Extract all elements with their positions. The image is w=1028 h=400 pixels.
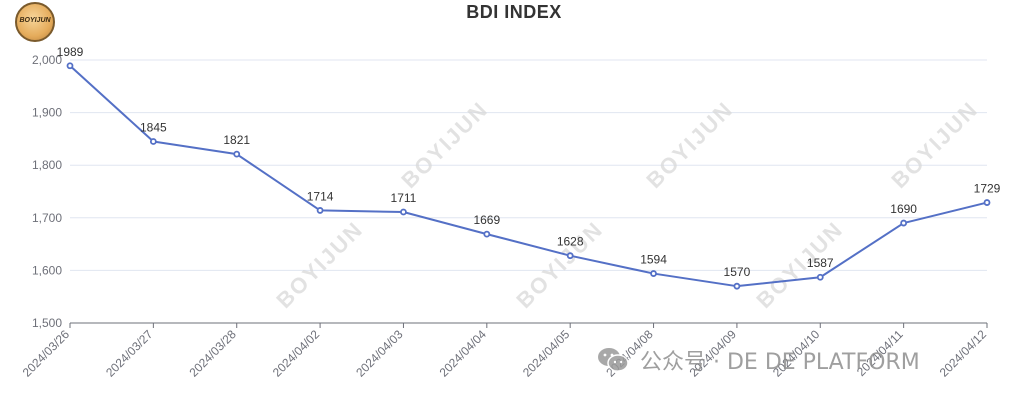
data-point (66, 62, 74, 70)
watermark-text: BOYIJUN (641, 96, 738, 193)
data-label: 1711 (391, 191, 417, 205)
data-point (483, 230, 491, 238)
x-tick-label: 2024/04/05 (520, 327, 573, 380)
wechat-icon (598, 348, 629, 372)
y-tick-label: 1,700 (32, 211, 62, 225)
y-tick-label: 1,900 (32, 106, 62, 120)
data-label: 1628 (557, 235, 584, 249)
y-tick-label: 1,800 (32, 158, 62, 172)
data-point (149, 138, 157, 145)
data-label: 1989 (57, 45, 84, 59)
data-point (650, 270, 657, 277)
data-point (733, 282, 741, 290)
chart-title: BDI INDEX (466, 2, 562, 22)
data-label: 1821 (223, 133, 250, 147)
x-tick-label: 2024/03/26 (20, 327, 73, 380)
logo-text: BOYIJUN (19, 17, 51, 24)
watermark-text: BOYIJUN (271, 216, 368, 313)
data-label: 1845 (140, 121, 167, 135)
x-tick-label: 2024/04/04 (437, 327, 490, 380)
y-tick-label: 1,500 (32, 316, 62, 330)
data-point (816, 273, 824, 281)
data-point (233, 150, 241, 158)
data-label: 1669 (473, 213, 500, 227)
y-tick-label: 1,600 (32, 263, 62, 277)
boyijun-logo: BOYIJUN (15, 2, 55, 42)
data-label: 1594 (640, 253, 667, 267)
data-point (400, 208, 407, 216)
data-point (566, 252, 574, 260)
footer-text: 公众号 · DE DE PLATFORM (640, 350, 920, 375)
y-tick-label: 2,000 (32, 53, 62, 67)
x-tick-label: 2024/04/03 (353, 327, 406, 380)
footer-watermark: 公众号 · DE DE PLATFORM (596, 340, 1016, 380)
data-label: 1714 (307, 189, 334, 203)
x-tick-label: 2024/03/27 (103, 327, 156, 380)
data-label: 1690 (890, 202, 917, 216)
data-point (900, 219, 908, 227)
data-label: 1587 (807, 256, 834, 270)
watermark-text: BOYIJUN (396, 96, 493, 193)
watermark-text: BOYIJUN (511, 216, 608, 313)
data-label: 1570 (724, 265, 751, 279)
x-tick-label: 2024/04/02 (270, 327, 323, 380)
watermark-text: BOYIJUN (886, 96, 983, 193)
data-point (983, 199, 991, 206)
data-point (316, 207, 324, 214)
data-label: 1729 (974, 182, 1001, 196)
x-tick-label: 2024/03/28 (186, 327, 239, 380)
series-line (69, 65, 988, 288)
